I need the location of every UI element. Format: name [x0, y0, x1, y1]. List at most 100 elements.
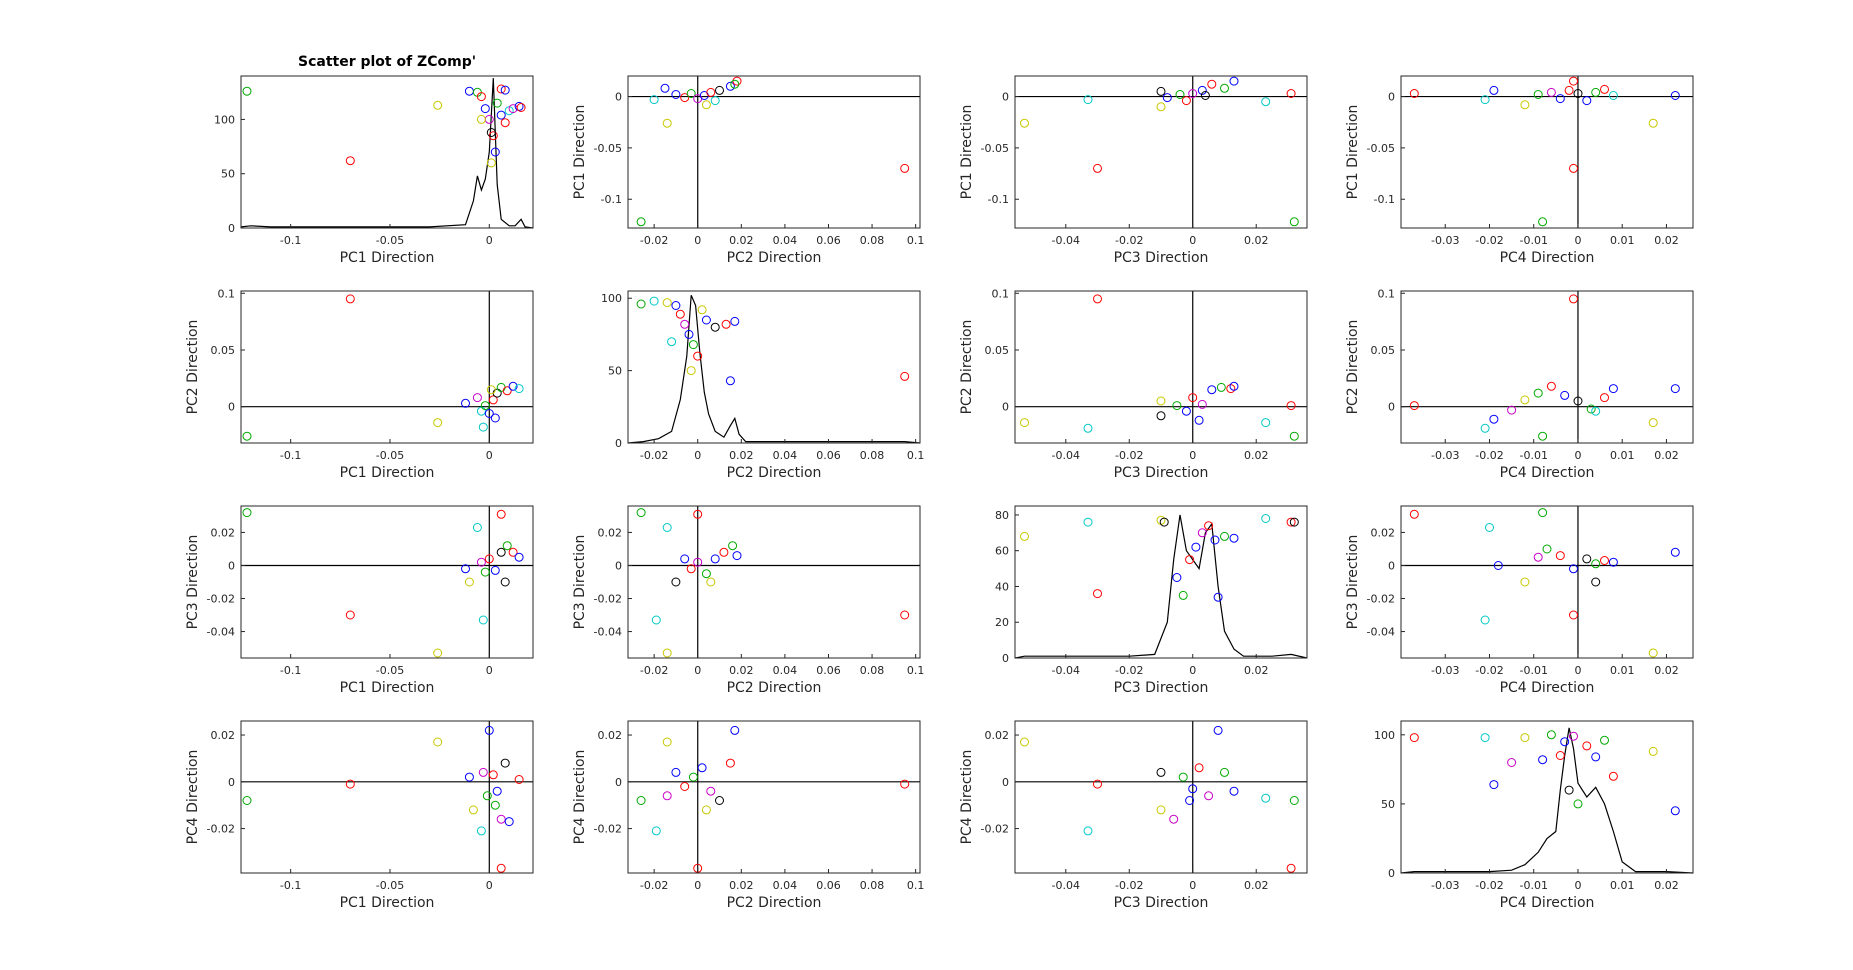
x-tick-label: 0 [1189, 449, 1196, 462]
data-point [1286, 863, 1296, 873]
data-point [675, 309, 685, 319]
x-tick-label: -0.02 [640, 879, 668, 892]
data-point [900, 779, 910, 789]
x-tick-label: 0.08 [860, 449, 885, 462]
data-point [719, 547, 729, 557]
data-point [1156, 102, 1166, 112]
axes-box [240, 505, 534, 659]
data-point [1520, 100, 1530, 110]
data-point [500, 118, 510, 128]
x-tick-label: 0.08 [860, 234, 885, 247]
axes-box [627, 720, 921, 874]
subplot-r1c2: -0.02 0 0.02 0.04 0.06 0.08 0.1 -0.1 -0.05 0 PC2 D… [572, 75, 924, 266]
data-point [710, 96, 720, 106]
subplot-canvas: -0.04 -0.02 0 0.02 0 20 40 60 80 [995, 505, 1308, 677]
y-tick-label: 0 [1002, 401, 1009, 414]
data-point [1213, 725, 1223, 735]
data-point [900, 163, 910, 173]
y-tick-label: 80 [995, 509, 1009, 522]
y-tick-label: 0.1 [992, 287, 1010, 300]
axes-box [627, 75, 921, 229]
data-point [1608, 557, 1618, 567]
x-tick-label: 0.1 [907, 449, 925, 462]
density-curve [240, 78, 534, 229]
data-point [480, 401, 490, 411]
data-point [1670, 806, 1680, 816]
x-tick-label: -0.02 [640, 449, 668, 462]
axes-box [627, 290, 921, 444]
axes-box [240, 720, 534, 874]
subplot-r4c3: -0.04 -0.02 0 0.02 -0.02 0 0.02 PC3 Direction PC… [959, 720, 1308, 911]
data-point [1591, 559, 1601, 569]
data-point [1207, 385, 1217, 395]
x-axis-label: PC3 Direction [1113, 680, 1209, 696]
data-point [1670, 547, 1680, 557]
x-tick-label: 0.02 [1244, 449, 1269, 462]
data-point [1573, 799, 1583, 809]
data-point [1591, 577, 1601, 587]
x-tick-label: 0.1 [907, 234, 925, 247]
x-tick-label: 0.08 [860, 879, 885, 892]
data-point [1569, 163, 1578, 173]
data-point [1197, 85, 1207, 95]
x-tick-label: -0.02 [640, 234, 668, 247]
data-point [476, 92, 486, 102]
x-tick-label: -0.02 [1115, 664, 1143, 677]
axes-box [1014, 75, 1308, 229]
data-point [1591, 752, 1601, 762]
data-point [686, 89, 696, 98]
data-point [1197, 399, 1207, 409]
data-point [1648, 648, 1658, 658]
x-tick-label: 0 [1189, 664, 1196, 677]
x-tick-label: 0 [486, 879, 493, 892]
data-point [1591, 406, 1601, 416]
subplot-r4c1: -0.1 -0.05 0 -0.02 0 0.02 PC1 Direction PC4 Dir… [185, 720, 534, 911]
y-tick-label: 100 [214, 113, 235, 126]
y-axis-label: PC3 Direction [1345, 534, 1361, 630]
data-point [1289, 796, 1299, 805]
y-tick-label: 0.1 [1378, 287, 1396, 300]
y-tick-label: -0.05 [981, 142, 1009, 155]
data-point [1093, 589, 1102, 599]
x-tick-label: 0 [694, 664, 701, 677]
subplot-canvas: -0.04 -0.02 0 0.02 -0.1 -0.05 0 [981, 75, 1308, 247]
x-tick-label: 0.02 [1244, 879, 1269, 892]
y-axis-label: PC2 Direction [185, 319, 201, 415]
data-point [484, 409, 494, 418]
data-point [688, 340, 698, 350]
y-tick-label: 0 [228, 559, 235, 572]
data-point [686, 564, 696, 574]
data-point [1083, 517, 1093, 527]
data-point [710, 322, 720, 332]
data-point [693, 557, 703, 567]
data-point [514, 775, 524, 784]
x-tick-label: -0.04 [1052, 234, 1080, 247]
data-point [1289, 517, 1299, 527]
subplot-canvas: -0.03 -0.02 -0.01 0 0.01 0.02 0 50 100 [1374, 720, 1694, 892]
x-tick-label: -0.01 [1519, 449, 1547, 462]
data-point [1560, 390, 1570, 400]
data-point [1542, 544, 1552, 554]
data-point [496, 110, 506, 120]
data-point [680, 319, 690, 329]
x-tick-label: -0.02 [640, 664, 668, 677]
y-tick-label: -0.1 [988, 193, 1009, 206]
x-axis-label: PC3 Direction [1113, 895, 1209, 911]
data-point [1564, 785, 1574, 795]
data-point [496, 863, 506, 873]
y-tick-label: 40 [995, 580, 1009, 593]
data-point [1582, 96, 1592, 106]
data-point [1229, 381, 1239, 391]
data-point [1020, 737, 1029, 747]
data-point [725, 81, 735, 91]
subplot-canvas: -0.1 -0.05 0 -0.02 0 0.02 [207, 720, 534, 892]
data-point [242, 86, 252, 96]
x-tick-label: -0.05 [376, 879, 404, 892]
data-point [472, 523, 482, 532]
data-point [1485, 523, 1494, 532]
y-tick-label: -0.02 [594, 823, 622, 836]
data-point [1489, 85, 1499, 95]
x-tick-label: 0.01 [1610, 234, 1635, 247]
subplot-r3c1: -0.1 -0.05 0 -0.04 -0.02 0 0.02 PC1 Direction PC… [185, 505, 534, 696]
y-tick-label: -0.02 [1367, 593, 1395, 606]
